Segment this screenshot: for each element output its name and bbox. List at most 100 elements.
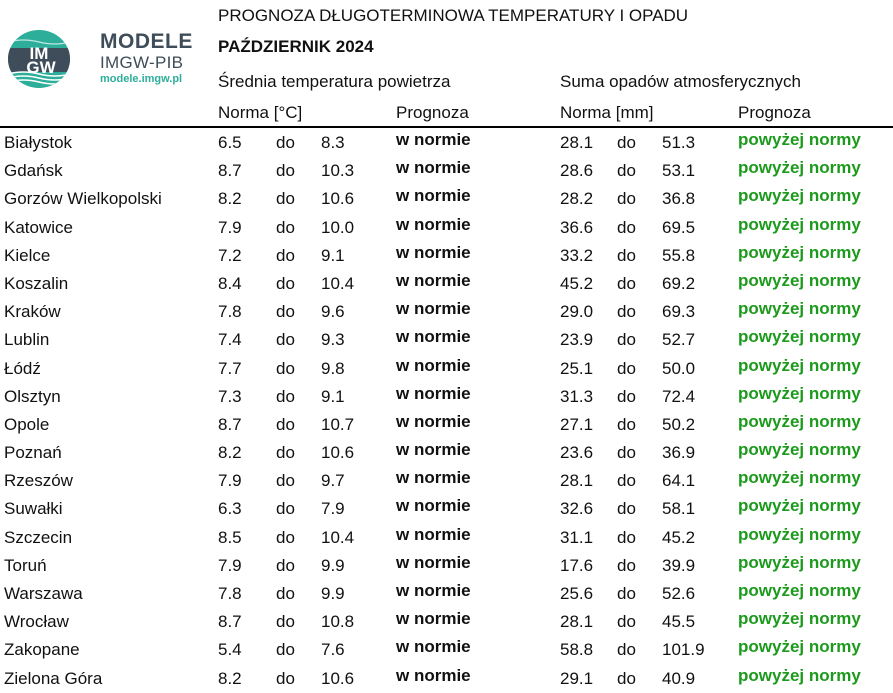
temperature-range-separator: do xyxy=(276,612,295,632)
precipitation-norm-max: 50.2 xyxy=(662,414,696,434)
precipitation-range-separator: do xyxy=(617,443,636,463)
temperature-range-separator: do xyxy=(276,358,295,378)
temperature-norm-min: 7.3 xyxy=(218,386,242,406)
temperature-forecast: w normie xyxy=(396,524,471,544)
precipitation-range-separator: do xyxy=(617,584,636,603)
temperature-forecast: w normie xyxy=(396,609,471,629)
precipitation-range-separator: do xyxy=(617,161,636,181)
precipitation-norm-min: 31.3 xyxy=(560,386,594,406)
precipitation-forecast: powyżej normy xyxy=(738,299,861,319)
emblem-text-bottom: GW xyxy=(26,58,56,77)
precipitation-norm-max: 64.1 xyxy=(662,471,696,491)
temperature-norm-max: 10.7 xyxy=(321,414,355,434)
city-name: Katowice xyxy=(4,217,73,237)
temperature-range-separator: do xyxy=(276,443,295,463)
precipitation-forecast: powyżej normy xyxy=(738,581,861,600)
temperature-range-separator: do xyxy=(276,499,295,519)
city-name: Olsztyn xyxy=(4,386,61,406)
precipitation-norm-min: 23.9 xyxy=(560,330,594,350)
temperature-range-separator: do xyxy=(276,386,295,406)
precipitation-forecast-header: Prognoza xyxy=(738,103,811,122)
temperature-norm-min: 6.5 xyxy=(218,133,242,152)
precipitation-range-separator: do xyxy=(617,640,636,660)
temperature-norm-max: 9.6 xyxy=(321,302,345,322)
precipitation-range-separator: do xyxy=(617,612,636,632)
precipitation-forecast: powyżej normy xyxy=(738,186,861,206)
temperature-range-separator: do xyxy=(276,133,295,152)
temperature-norm-max: 9.9 xyxy=(321,555,345,575)
precipitation-norm-max: 72.4 xyxy=(662,386,696,406)
precipitation-norm-min: 28.1 xyxy=(560,471,594,491)
page-title: PROGNOZA DŁUGOTERMINOWA TEMPERATURY I OP… xyxy=(218,6,689,25)
temperature-norm-min: 7.8 xyxy=(218,302,242,322)
city-name: Suwałki xyxy=(4,499,63,519)
city-name: Zakopane xyxy=(4,640,80,660)
temperature-norm-max: 10.3 xyxy=(321,161,355,181)
city-name: Poznań xyxy=(4,443,62,463)
city-name: Wrocław xyxy=(4,612,69,632)
table-row: Lublin 7.4 do 9.3 w normie 23.9 do 52.7 powyżej … xyxy=(0,326,893,354)
precipitation-norm-min: 27.1 xyxy=(560,414,594,434)
table-row: Zakopane 5.4 do 7.6 w normie 58.8 do 101.9 powyż… xyxy=(0,636,893,664)
temperature-norm-min: 8.7 xyxy=(218,612,242,632)
table-row: Szczecin 8.5 do 10.4 w normie 31.1 do 45.2 powyż… xyxy=(0,524,893,552)
table-row: Gdańsk 8.7 do 10.3 w normie 28.6 do 53.1 powyżej… xyxy=(0,157,893,185)
precipitation-norm-max: 69.3 xyxy=(662,302,696,322)
temperature-norm-header: Norma [°C] xyxy=(218,103,303,122)
temperature-norm-min: 7.4 xyxy=(218,330,242,350)
table-row: Rzeszów 7.9 do 9.7 w normie 28.1 do 64.1 powyżej… xyxy=(0,467,893,495)
precipitation-norm-max: 69.2 xyxy=(662,273,696,293)
table-row: Opole 8.7 do 10.7 w normie 27.1 do 50.2 powyżej … xyxy=(0,411,893,439)
precipitation-norm-min: 33.2 xyxy=(560,245,594,265)
precipitation-range-separator: do xyxy=(617,499,636,519)
temperature-forecast: w normie xyxy=(396,270,471,290)
precipitation-forecast: powyżej normy xyxy=(738,214,861,234)
temperature-norm-max: 10.0 xyxy=(321,217,355,237)
table-row: Łódź 7.7 do 9.8 w normie 25.1 do 50.0 powyżej no… xyxy=(0,355,893,383)
precipitation-norm-max: 36.9 xyxy=(662,443,696,463)
precipitation-forecast: powyżej normy xyxy=(738,383,861,403)
precipitation-norm-min: 32.6 xyxy=(560,499,594,519)
precipitation-norm-max: 53.1 xyxy=(662,161,696,181)
temperature-norm-max: 9.1 xyxy=(321,386,345,406)
temperature-norm-max: 10.4 xyxy=(321,273,355,293)
precipitation-norm-max: 52.7 xyxy=(662,330,696,350)
brand-subtitle: IMGW-PIB xyxy=(100,53,184,72)
precipitation-forecast: powyżej normy xyxy=(738,327,861,347)
temperature-forecast: w normie xyxy=(396,383,471,403)
precipitation-range-separator: do xyxy=(617,302,636,322)
precipitation-forecast: powyżej normy xyxy=(738,355,861,375)
temperature-norm-max: 10.6 xyxy=(321,443,355,463)
table-row: Katowice 7.9 do 10.0 w normie 36.6 do 69.5 powyż… xyxy=(0,214,893,242)
precipitation-norm-max: 50.0 xyxy=(662,358,696,378)
emblem-text-top: IM xyxy=(30,44,49,63)
table-row: Kraków 7.8 do 9.6 w normie 29.0 do 69.3 powyżej … xyxy=(0,298,893,326)
temperature-forecast: w normie xyxy=(396,355,471,375)
table-row: Wrocław 8.7 do 10.8 w normie 28.1 do 45.5 powyże… xyxy=(0,608,893,636)
precipitation-norm-max: 101.9 xyxy=(662,640,705,660)
table-row: Toruń 7.9 do 9.9 w normie 17.6 do 39.9 powyżej n… xyxy=(0,552,893,580)
precipitation-norm-min: 28.1 xyxy=(560,612,594,632)
precipitation-norm-min: 28.6 xyxy=(560,161,594,181)
temperature-forecast: w normie xyxy=(396,327,471,347)
temperature-norm-min: 8.5 xyxy=(218,527,242,547)
precipitation-forecast: powyżej normy xyxy=(738,524,861,544)
precipitation-range-separator: do xyxy=(617,358,636,378)
precipitation-norm-max: 58.1 xyxy=(662,499,696,519)
temperature-range-separator: do xyxy=(276,584,295,603)
precipitation-forecast: powyżej normy xyxy=(738,242,861,262)
temperature-forecast-header: Prognoza xyxy=(396,103,469,122)
temperature-range-separator: do xyxy=(276,245,295,265)
temperature-norm-min: 8.7 xyxy=(218,161,242,181)
city-name: Toruń xyxy=(4,555,47,575)
precipitation-forecast: powyżej normy xyxy=(738,130,861,149)
precipitation-norm-min: 58.8 xyxy=(560,640,594,660)
temperature-range-separator: do xyxy=(276,217,295,237)
precipitation-norm-min: 45.2 xyxy=(560,273,594,293)
precipitation-range-separator: do xyxy=(617,330,636,350)
temperature-norm-max: 10.4 xyxy=(321,527,355,547)
temperature-norm-min: 8.4 xyxy=(218,273,242,293)
precipitation-norm-min: 28.2 xyxy=(560,189,594,209)
header-divider xyxy=(0,126,893,128)
temperature-norm-max: 9.3 xyxy=(321,330,345,350)
